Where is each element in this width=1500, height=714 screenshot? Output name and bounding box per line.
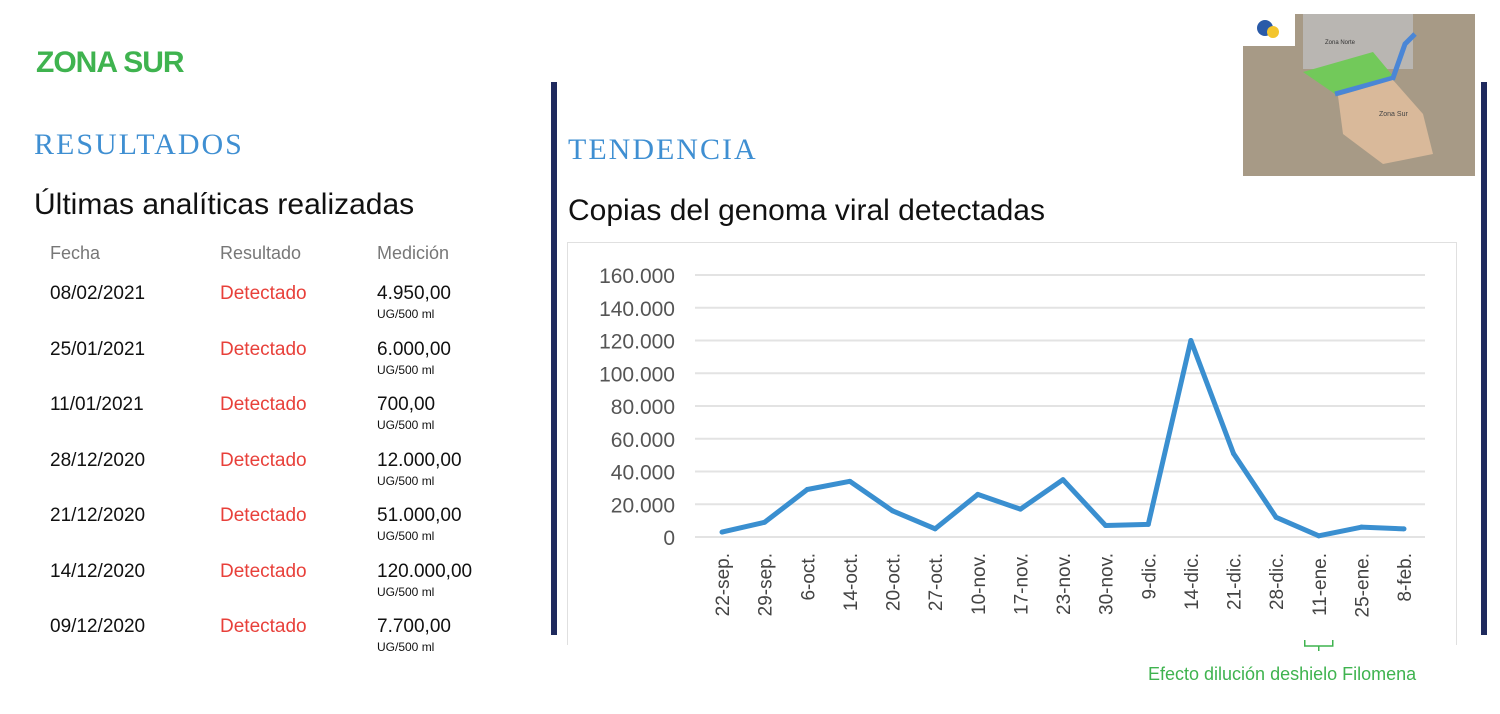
map-label-sur: Zona Sur bbox=[1379, 111, 1408, 118]
y-tick-label: 60.000 bbox=[611, 429, 675, 452]
row-date: 21/12/2020 bbox=[50, 505, 146, 526]
row-result: Detectado bbox=[220, 283, 307, 304]
row-unit: UG/500 ml bbox=[377, 418, 435, 432]
y-tick-label: 120.000 bbox=[599, 331, 675, 354]
row-result: Detectado bbox=[220, 560, 307, 582]
x-tick-label: 29-sep. bbox=[756, 553, 777, 616]
x-tick-label: 17-nov. bbox=[1011, 553, 1032, 615]
data-point bbox=[1145, 521, 1151, 527]
row-unit: UG/500 ml bbox=[377, 529, 435, 543]
x-tick-label: 22-sep. bbox=[713, 553, 734, 616]
data-point bbox=[1103, 523, 1109, 529]
data-point bbox=[1017, 506, 1023, 512]
row-result: Detectado bbox=[220, 616, 307, 637]
y-tick-label: 0 bbox=[663, 527, 675, 550]
col-header-result: Resultado bbox=[220, 243, 302, 263]
zone-map-image: Zona Sur Zona Norte bbox=[1243, 14, 1475, 176]
row-value: 4.950,00 bbox=[377, 283, 451, 304]
data-point bbox=[1358, 524, 1364, 530]
divider-left bbox=[551, 82, 557, 635]
y-tick-label: 140.000 bbox=[599, 298, 675, 321]
row-unit: UG/500 ml bbox=[377, 584, 435, 599]
row-value: 6.000,00 bbox=[377, 338, 451, 360]
row-result: Detectado bbox=[220, 338, 307, 360]
data-point bbox=[1060, 477, 1066, 483]
x-tick-label: 21-dic. bbox=[1225, 553, 1246, 610]
x-tick-label: 11-ene. bbox=[1310, 553, 1331, 616]
data-point bbox=[719, 529, 725, 535]
y-tick-label: 100.000 bbox=[599, 363, 675, 386]
data-point bbox=[847, 478, 853, 484]
row-date: 14/12/2020 bbox=[50, 560, 146, 582]
row-unit: UG/500 ml bbox=[377, 362, 435, 377]
annotation-bracket bbox=[1304, 640, 1334, 651]
data-point bbox=[1316, 533, 1322, 539]
x-tick-label: 20-oct. bbox=[884, 553, 905, 611]
y-tick-label: 40.000 bbox=[611, 462, 675, 485]
data-point bbox=[1273, 514, 1279, 520]
row-date: 25/01/2021 bbox=[50, 338, 146, 360]
annotation-text: Efecto dilución deshielo Filomena bbox=[1148, 664, 1417, 684]
row-result: Detectado bbox=[220, 505, 307, 526]
data-point bbox=[1188, 338, 1194, 343]
x-tick-label: 28-dic. bbox=[1267, 553, 1288, 610]
x-tick-label: 23-nov. bbox=[1054, 553, 1075, 615]
x-tick-label: 6-oct. bbox=[798, 553, 819, 601]
row-unit: UG/500 ml bbox=[377, 640, 435, 654]
chart-frame bbox=[567, 242, 1457, 645]
data-point bbox=[762, 519, 768, 525]
row-result: Detectado bbox=[220, 394, 307, 415]
row-result: Detectado bbox=[220, 449, 307, 471]
row-value: 7.700,00 bbox=[377, 616, 451, 637]
x-tick-label: 30-nov. bbox=[1097, 553, 1118, 615]
x-tick-label: 25-ene. bbox=[1352, 553, 1373, 617]
results-section-title: RESULTADOS bbox=[34, 128, 244, 161]
col-header-date: Fecha bbox=[50, 243, 101, 263]
x-tick-label: 8-feb. bbox=[1395, 553, 1416, 602]
row-value: 120.000,00 bbox=[377, 560, 473, 582]
x-tick-label: 9-dic. bbox=[1139, 553, 1160, 599]
trend-section-title: TENDENCIA bbox=[568, 133, 758, 166]
data-point bbox=[932, 526, 938, 532]
x-tick-label: 14-dic. bbox=[1182, 553, 1203, 610]
col-header-measure: Medición bbox=[377, 243, 450, 263]
results-subtitle: Últimas analíticas realizadas bbox=[34, 188, 415, 221]
row-date: 08/02/2021 bbox=[50, 283, 146, 304]
map-label-norte: Zona Norte bbox=[1325, 40, 1356, 46]
x-tick-label: 14-oct. bbox=[841, 553, 862, 611]
row-date: 09/12/2020 bbox=[50, 616, 146, 637]
row-date: 11/01/2021 bbox=[50, 394, 144, 415]
y-tick-label: 20.000 bbox=[611, 494, 675, 517]
chart-title: Copias del genoma viral detectadas bbox=[568, 194, 1045, 227]
y-tick-label: 160.000 bbox=[599, 265, 675, 288]
data-point bbox=[1231, 450, 1236, 456]
data-point bbox=[804, 487, 810, 493]
row-value: 700,00 bbox=[377, 394, 436, 415]
zone-title: ZONA SUR bbox=[36, 46, 185, 79]
row-value: 51.000,00 bbox=[377, 505, 462, 526]
row-unit: UG/500 ml bbox=[377, 473, 435, 488]
row-value: 12.000,00 bbox=[377, 449, 462, 471]
x-tick-label: 27-oct. bbox=[926, 553, 947, 611]
data-point bbox=[890, 508, 895, 514]
row-date: 28/12/2020 bbox=[50, 449, 146, 471]
data-point bbox=[1401, 526, 1407, 532]
row-unit: UG/500 ml bbox=[377, 307, 435, 321]
divider-right bbox=[1481, 82, 1487, 635]
x-tick-label: 10-nov. bbox=[969, 553, 990, 615]
data-point bbox=[975, 491, 981, 497]
y-tick-label: 80.000 bbox=[611, 396, 675, 419]
